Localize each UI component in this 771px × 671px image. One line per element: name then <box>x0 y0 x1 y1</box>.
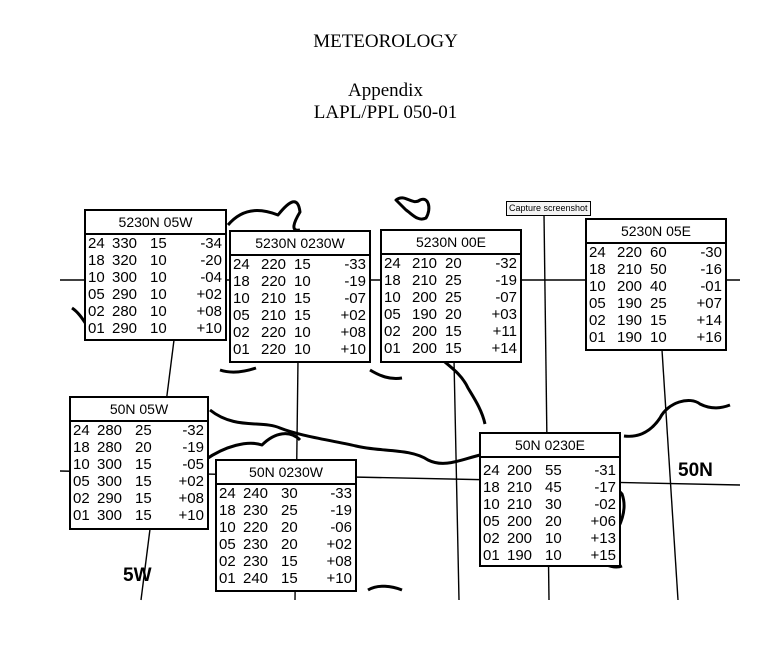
wind-rows: 24 280 25 -32 18 280 20 -19 10 300 15 -05 05 300 15… <box>73 422 204 524</box>
wind-rows: 24 210 20 -32 18 210 25 -19 10 200 25 -07 05 190 20… <box>384 255 517 357</box>
wind-row: 18 230 25 -19 <box>219 502 352 519</box>
wind-row: 05 200 20 +06 <box>483 513 616 530</box>
wind-box-title: 50N 0230E <box>481 434 619 458</box>
wind-box-title: 50N 05W <box>71 398 207 422</box>
wind-row: 10 300 10 -04 <box>88 269 222 286</box>
wind-row: 02 290 15 +08 <box>73 490 204 507</box>
wind-row: 24 220 15 -33 <box>233 256 366 273</box>
wind-row: 18 210 25 -19 <box>384 272 517 289</box>
wind-row: 01 290 10 +10 <box>88 320 222 337</box>
wind-row: 02 190 15 +14 <box>589 312 722 329</box>
wind-box-title: 50N 0230W <box>217 461 355 485</box>
wind-box-5230n-05w: 5230N 05W 24 330 15 -34 18 320 10 -20 10 300 10-… <box>84 209 227 341</box>
wind-row: 05 190 25 +07 <box>589 295 722 312</box>
wind-row: 05 290 10 +02 <box>88 286 222 303</box>
wind-box-50n-0230e: 50N 0230E 24 200 55 -31 18 210 45 -17 10 210 30-… <box>479 432 621 567</box>
wind-row: 24 220 60 -30 <box>589 244 722 261</box>
page-title: METEOROLOGY <box>313 31 458 52</box>
wind-row: 01 300 15 +10 <box>73 507 204 524</box>
wind-row: 02 220 10 +08 <box>233 324 366 341</box>
wind-row: 02 230 15 +08 <box>219 553 352 570</box>
wind-row: 18 210 45 -17 <box>483 479 616 496</box>
wind-rows: 24 220 60 -30 18 210 50 -16 10 200 40 -01 05 190 25… <box>589 244 722 346</box>
wind-row: 18 320 10 -20 <box>88 252 222 269</box>
wind-row: 18 210 50 -16 <box>589 261 722 278</box>
wind-row: 05 230 20 +02 <box>219 536 352 553</box>
document-reference: LAPL/PPL 050-01 <box>313 102 458 123</box>
wind-row: 18 220 10 -19 <box>233 273 366 290</box>
wind-row: 24 210 20 -32 <box>384 255 517 272</box>
wind-row: 10 200 25 -07 <box>384 289 517 306</box>
meridian-00e <box>453 359 460 601</box>
wind-box-title: 5230N 00E <box>382 231 520 255</box>
wind-row: 24 200 55 -31 <box>483 462 616 479</box>
wind-box-50n-05w: 50N 05W 24 280 25 -32 18 280 20 -19 10 300 15 -05… <box>69 396 209 530</box>
wind-row: 10 200 40 -01 <box>589 278 722 295</box>
wind-row: 10 300 15 -05 <box>73 456 204 473</box>
wind-rows: 24 330 15 -34 18 320 10 -20 10 300 10 -04 05 290 10… <box>88 235 222 337</box>
wind-row: 24 280 25 -32 <box>73 422 204 439</box>
appendix-label: Appendix <box>348 80 423 101</box>
wind-row: 01 190 10 +16 <box>589 329 722 346</box>
wind-row: 24 240 30 -33 <box>219 485 352 502</box>
wind-row: 01 190 10 +15 <box>483 547 616 564</box>
wind-row: 02 200 10 +13 <box>483 530 616 547</box>
longitude-label-5w: 5W <box>123 565 152 586</box>
wind-row: 10 210 15 -07 <box>233 290 366 307</box>
wind-row: 10 210 30 -02 <box>483 496 616 513</box>
capture-screenshot-button[interactable]: Capture screenshot <box>506 201 591 216</box>
wind-row: 02 200 15 +11 <box>384 323 517 340</box>
wind-rows: 24 240 30 -33 18 230 25 -19 10 220 20 -06 05 230 20… <box>219 485 352 587</box>
wind-box-title: 5230N 0230W <box>231 232 369 256</box>
wind-rows: 24 200 55 -31 18 210 45 -17 10 210 30 -02 05 200 20… <box>483 462 616 564</box>
wind-row: 24 330 15 -34 <box>88 235 222 252</box>
wind-row: 01 200 15 +14 <box>384 340 517 357</box>
wind-row: 10 220 20 -06 <box>219 519 352 536</box>
wind-row: 02 280 10 +08 <box>88 303 222 320</box>
wind-box-title: 5230N 05W <box>86 211 225 235</box>
wind-row: 01 240 15 +10 <box>219 570 352 587</box>
wind-row: 05 210 15 +02 <box>233 307 366 324</box>
wind-box-title: 5230N 05E <box>587 220 725 244</box>
wind-row: 01 220 10 +10 <box>233 341 366 358</box>
wind-box-5230n-00e: 5230N 00E 24 210 20 -32 18 210 25 -19 10 200 25-… <box>380 229 522 363</box>
wind-row: 05 300 15 +02 <box>73 473 204 490</box>
wind-box-50n-0230w: 50N 0230W 24 240 30 -33 18 230 25 -19 10 220 20-… <box>215 459 357 592</box>
wind-rows: 24 220 15 -33 18 220 10 -19 10 210 15 -07 05 210 15… <box>233 256 366 358</box>
wind-row: 18 280 20 -19 <box>73 439 204 456</box>
wind-row: 05 190 20 +03 <box>384 306 517 323</box>
meridian-05e <box>661 349 679 601</box>
latitude-label-50n: 50N <box>678 460 713 481</box>
wind-box-5230n-05e: 5230N 05E 24 220 60 -30 18 210 50 -16 10 200 40-… <box>585 218 727 351</box>
